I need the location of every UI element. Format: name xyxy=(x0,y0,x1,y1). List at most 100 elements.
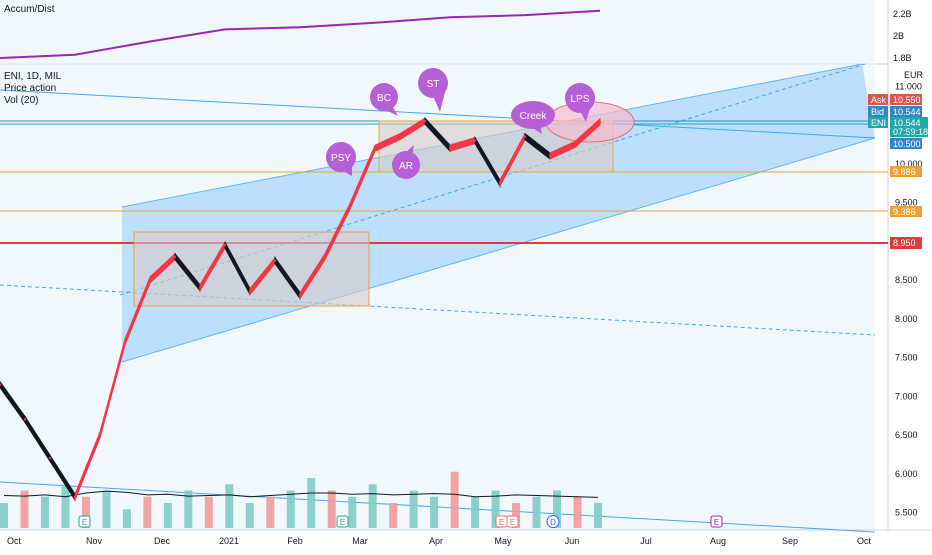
annotation-psy-label: PSY xyxy=(331,153,351,164)
indicator-axis-ticks: 2.2B 2B 1.8B xyxy=(893,9,912,63)
price-point-19 xyxy=(473,139,477,142)
price-point-3 xyxy=(73,495,77,499)
symbol-legend[interactable]: ENI, 1D, MIL xyxy=(4,71,62,82)
tag-9886: 9.886 xyxy=(890,166,922,177)
indicator-legend[interactable]: Accum/Dist xyxy=(4,4,55,15)
time-tick-10: Aug xyxy=(710,536,726,546)
price-point-15 xyxy=(373,147,377,150)
trend-line-descending xyxy=(0,89,876,139)
dashed-support-line xyxy=(0,284,876,336)
volume-bar-21 xyxy=(430,496,439,528)
price-tick-10: 5.500 xyxy=(895,508,918,518)
price-tick-8: 6.500 xyxy=(895,430,918,440)
volume-bar-2 xyxy=(40,496,49,528)
annotation-st[interactable]: ST xyxy=(418,68,448,112)
time-tick-1: Nov xyxy=(86,536,103,546)
annotation-creek-label: Creek xyxy=(520,111,548,122)
event-marker-d-label: D xyxy=(550,518,556,527)
volume-bar-24 xyxy=(491,490,500,528)
price-point-24 xyxy=(598,120,602,124)
annotation-ar[interactable]: AR xyxy=(392,145,420,179)
price-layer xyxy=(0,116,602,502)
volume-bar-27 xyxy=(553,490,562,528)
tag-9886-value: 9.886 xyxy=(893,167,916,177)
volume-bar-10 xyxy=(204,496,213,528)
price-tick-9: 6.000 xyxy=(895,469,918,479)
volume-bar-19 xyxy=(389,503,398,528)
price-point-0 xyxy=(0,383,2,386)
bid-tag: Bid 10.544 xyxy=(868,106,922,117)
volume-bar-14 xyxy=(286,490,295,528)
bid-tag-value: 10.544 xyxy=(893,107,921,117)
accum-dist-layer xyxy=(0,9,601,59)
volume-bar-26 xyxy=(532,496,541,528)
volume-bar-5 xyxy=(102,490,111,528)
price-point-12 xyxy=(298,294,302,297)
volume-ma-line xyxy=(3,490,599,498)
volume-bar-23 xyxy=(471,496,480,528)
indicator-tick-0: 2.2B xyxy=(893,9,912,19)
price-point-1 xyxy=(23,418,27,421)
price-point-5 xyxy=(123,340,127,344)
volume-bar-29 xyxy=(594,503,602,528)
price-point-21 xyxy=(523,135,527,138)
price-point-7 xyxy=(173,255,177,258)
time-axis-ticks: Oct Nov Dec 2021 Feb Mar Apr May Jun Jul Aug Sep Oct xyxy=(7,536,872,546)
ask-tag-value: 10.550 xyxy=(893,95,921,105)
volume-bar-12 xyxy=(245,503,254,528)
time-tick-2: Dec xyxy=(154,536,171,546)
volume-bars xyxy=(0,471,602,528)
volume-bar-3 xyxy=(61,484,70,528)
tag-10500: 10.500 xyxy=(890,138,922,149)
annotation-creek[interactable]: Creek xyxy=(511,101,555,134)
price-point-22 xyxy=(548,154,552,158)
price-tick-4: 8.500 xyxy=(895,275,918,285)
annotation-ar-label: AR xyxy=(399,161,413,172)
price-point-23 xyxy=(573,143,577,146)
time-tick-7: May xyxy=(494,536,512,546)
volume-bar-18 xyxy=(368,484,377,528)
study-legend-price-action[interactable]: Price action xyxy=(4,83,57,94)
tag-8950: 8.950 xyxy=(890,237,922,249)
volume-bar-25 xyxy=(512,503,521,528)
volume-bar-22 xyxy=(450,471,459,528)
event-marker-e1-label: E xyxy=(82,518,87,527)
price-point-4 xyxy=(98,433,102,437)
event-marker-d[interactable]: D xyxy=(546,515,560,528)
ask-tag-label: Ask xyxy=(871,95,887,105)
currency-label: EUR xyxy=(904,70,924,80)
volume-bar-13 xyxy=(266,496,275,528)
event-marker-e2[interactable]: E xyxy=(336,515,349,528)
annotation-st-label: ST xyxy=(427,79,440,90)
event-marker-e5[interactable]: E xyxy=(710,515,723,528)
ask-tag: Ask 10.550 xyxy=(868,94,922,105)
tag-9386: 9.386 xyxy=(890,206,922,217)
event-marker-e5-label: E xyxy=(714,518,719,527)
time-tick-9: Jul xyxy=(640,536,652,546)
time-tick-5: Mar xyxy=(352,536,368,546)
study-legend-volume[interactable]: Vol (20) xyxy=(4,95,39,106)
volume-bar-15 xyxy=(307,478,316,528)
annotation-bc[interactable]: BC xyxy=(370,83,398,116)
price-tick-5: 8.000 xyxy=(895,314,918,324)
volume-bar-16 xyxy=(327,490,336,528)
price-tick-2: 9.500 xyxy=(895,198,918,208)
countdown-timer: 07:59:18 xyxy=(893,127,928,137)
event-marker-e3[interactable]: E xyxy=(495,515,508,528)
volume-bar-9 xyxy=(184,490,193,528)
price-point-11 xyxy=(273,259,277,262)
volume-bar-20 xyxy=(409,490,418,528)
tag-10500-value: 10.500 xyxy=(893,139,921,149)
event-marker-e1[interactable]: E xyxy=(78,515,91,528)
tag-9386-value: 9.386 xyxy=(893,207,916,217)
bid-tag-label: Bid xyxy=(871,107,884,117)
last-price-value: 10.544 xyxy=(893,118,921,128)
annotation-lps[interactable]: LPS xyxy=(565,83,595,122)
price-tick-1: 10.000 xyxy=(895,159,923,169)
price-tick-6: 7.500 xyxy=(895,353,918,363)
event-marker-e4[interactable]: E xyxy=(506,515,519,528)
price-point-8 xyxy=(198,286,202,289)
annotation-psy[interactable]: PSY xyxy=(326,142,356,176)
